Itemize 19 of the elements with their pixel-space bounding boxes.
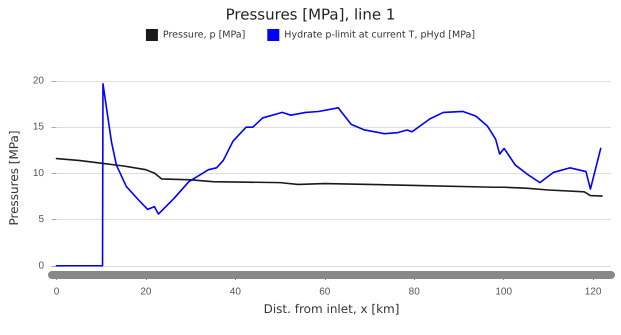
x-axis-title: Dist. from inlet, x [km] [264,302,400,316]
x-tick-label: 100 [495,286,512,298]
x-tick-label: 80 [408,286,420,298]
x-tick-label: 40 [230,286,242,298]
x-tick-label: 120 [584,286,602,298]
y-tick-label: 20 [32,76,44,86]
y-tick-label: 15 [32,122,44,133]
line-series [56,158,603,197]
x-tick-label: 20 [140,286,152,298]
y-tick-label: 0 [38,260,44,272]
x-tick-label: 60 [319,286,331,298]
y-tick-label: 10 [32,168,44,179]
legend-label: Pressure, p [MPa] [162,30,246,40]
y-axis-title: Pressures [MPa] [7,130,21,226]
line-series [56,82,602,267]
chart-title: Pressures [MPa], line 1 [226,6,396,24]
y-tick-label: 5 [38,214,44,226]
legend-label: Hydrate p-limit at current T, pHyd [MPa] [284,30,476,40]
x-tick-label: 0 [54,286,60,298]
